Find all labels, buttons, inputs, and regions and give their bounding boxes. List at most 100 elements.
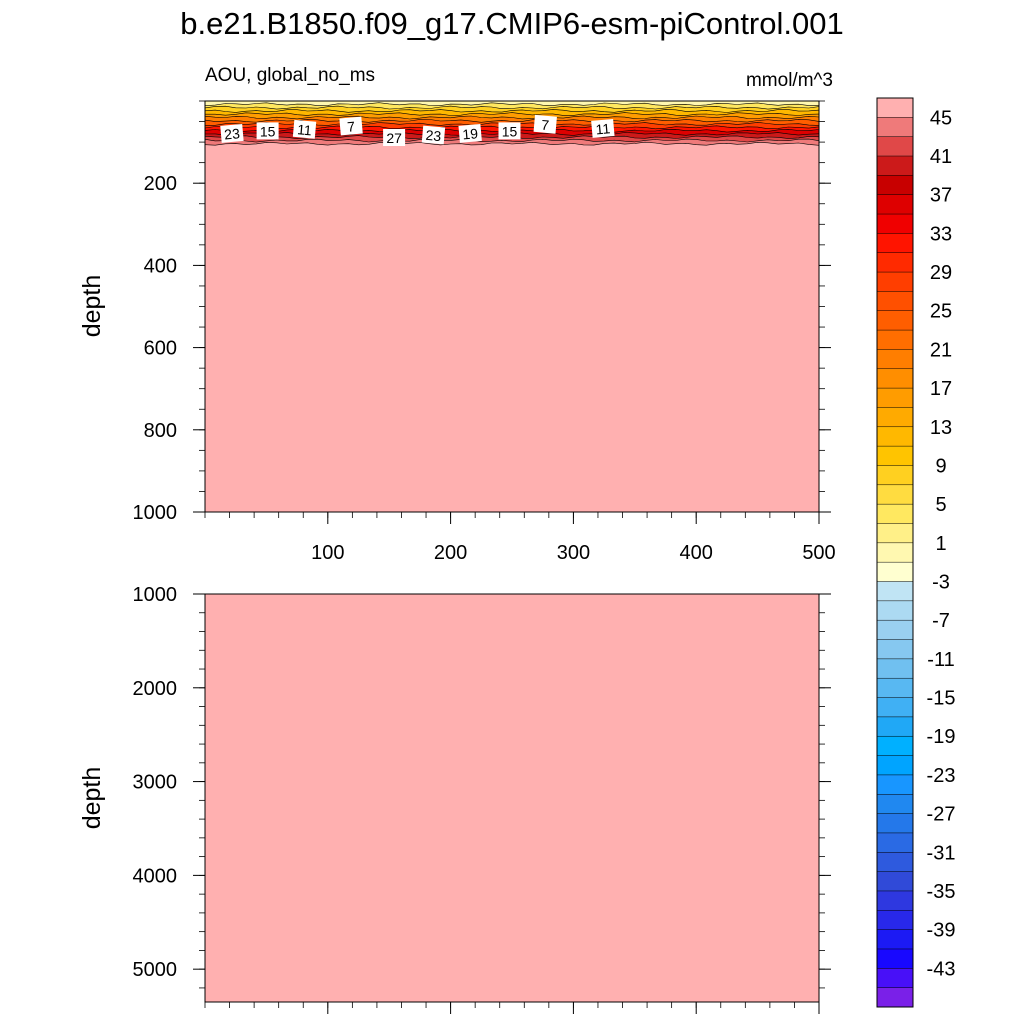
y-tick-label: 1000 (133, 584, 178, 606)
contour-label: 23 (421, 125, 446, 145)
figure-title: b.e21.B1850.f09_g17.CMIP6-esm-piControl.… (180, 6, 843, 41)
colorbar-swatch (877, 310, 913, 331)
colorbar-tick-label: 41 (930, 146, 952, 168)
colorbar-swatch (877, 504, 913, 524)
contour-label: 19 (458, 123, 482, 143)
colorbar-swatch (877, 600, 913, 621)
colorbar-tick-label: 9 (935, 456, 946, 478)
colorbar-swatch (877, 214, 913, 234)
colorbar-swatch (877, 252, 913, 273)
colorbar-tick-label: -39 (927, 920, 956, 942)
colorbar-tick-label: 29 (930, 262, 952, 284)
colorbar-swatch (877, 639, 913, 660)
colorbar-tick-label: 45 (930, 107, 952, 129)
colorbar-swatch (877, 136, 913, 157)
colorbar-tick-label: 13 (930, 417, 952, 439)
colorbar-swatch (877, 620, 913, 640)
colorbar-tick-label: -27 (927, 804, 956, 826)
contour-line (204, 138, 820, 143)
colorbar-swatch (877, 910, 913, 931)
top-right-label: mmol/m^3 (746, 70, 833, 91)
colorbar-swatch (877, 929, 913, 950)
x-tick-label: 200 (434, 542, 467, 564)
contour-label-box (421, 125, 446, 145)
colorbar-swatch (877, 465, 913, 486)
colorbar-swatch (877, 330, 913, 350)
colorbar-tick-label: 5 (935, 494, 946, 516)
colorbar-swatch (877, 774, 913, 795)
colorbar-tick-label: -35 (927, 881, 956, 903)
contour-label: 11 (591, 118, 615, 138)
contour-label-text: 11 (297, 121, 313, 138)
contour-label: 7 (533, 114, 557, 134)
contour-label: 27 (383, 129, 406, 146)
contour-label: 7 (339, 116, 363, 136)
colorbar-swatch (877, 388, 913, 408)
contour-label-text: 7 (347, 118, 356, 135)
x-tick-label: 100 (311, 542, 344, 564)
contour-label: 11 (292, 119, 317, 139)
colorbar-swatch (877, 968, 913, 989)
contour-line (204, 109, 820, 113)
y-tick-label: 5000 (133, 959, 178, 981)
y-tick-label: 4000 (133, 865, 178, 887)
y-tick-label: 3000 (133, 772, 178, 794)
contour-line (204, 102, 820, 107)
colorbar-swatch (877, 890, 913, 911)
colorbar-swatch (877, 291, 913, 312)
bottom-plot-fill (205, 594, 819, 1002)
contour-label-text: 23 (425, 127, 442, 144)
colorbar-swatch (877, 658, 913, 679)
colorbar-swatch (877, 349, 913, 370)
colorbar-tick-label: -7 (932, 610, 950, 632)
contour-labels: 23 15 11 7 27 23 19 15 7 11 (220, 114, 615, 146)
colorbar-swatch (877, 117, 913, 138)
contour-label-text: 19 (462, 125, 479, 142)
colorbar-swatch (877, 852, 913, 873)
colorbar-tick-label: -3 (932, 572, 950, 594)
contour-label-text: 7 (541, 116, 550, 133)
colorbar-swatch (877, 813, 913, 834)
contour-label: 15 (256, 122, 279, 140)
colorbar-tick-label: -19 (927, 726, 956, 748)
contour-label-box (292, 119, 317, 139)
colorbar-swatch (877, 678, 913, 698)
y-tick-label: 600 (144, 338, 177, 360)
y-tick-label: 1000 (133, 502, 178, 524)
x-tick-label: 400 (680, 542, 713, 564)
colorbar-swatch (877, 562, 913, 582)
y-tick-label: 2000 (133, 678, 178, 700)
colorbar-swatch (877, 542, 913, 563)
colorbar-tick-label: -15 (927, 688, 956, 710)
contour-label-box (256, 122, 279, 140)
colorbar-tick-label: 17 (930, 378, 952, 400)
contour-label-box (498, 122, 521, 140)
colorbar-swatch (877, 581, 913, 602)
colorbar-swatch (877, 272, 913, 292)
colorbar-swatch (877, 446, 913, 466)
bottom-axes: 1000 2000 3000 4000 5000 (133, 584, 831, 1014)
colorbar-swatch (877, 716, 913, 737)
contour-label-box (591, 118, 615, 138)
x-tick-label: 500 (802, 542, 835, 564)
contour-label: 15 (498, 122, 521, 140)
top-left-label: AOU, global_no_ms (205, 65, 375, 86)
colorbar-tick-label: 33 (930, 223, 952, 245)
colorbar-swatch (877, 484, 913, 505)
colorbar-frame (876, 97, 914, 1008)
contour-label-box (220, 123, 244, 143)
contour-label-box (383, 129, 406, 146)
contour-line (205, 112, 820, 116)
contour-label-text: 27 (386, 130, 402, 146)
contour-label-text: 15 (502, 123, 518, 139)
contour-label-box (339, 116, 363, 136)
colorbar-swatch (877, 755, 913, 776)
colorbar-swatch (877, 233, 913, 254)
contour-line (204, 118, 820, 123)
colorbar-swatch (877, 175, 913, 196)
gradient-band (205, 106, 819, 113)
colorbar-swatch (877, 948, 913, 969)
colorbar-tick-label: 21 (930, 339, 952, 361)
